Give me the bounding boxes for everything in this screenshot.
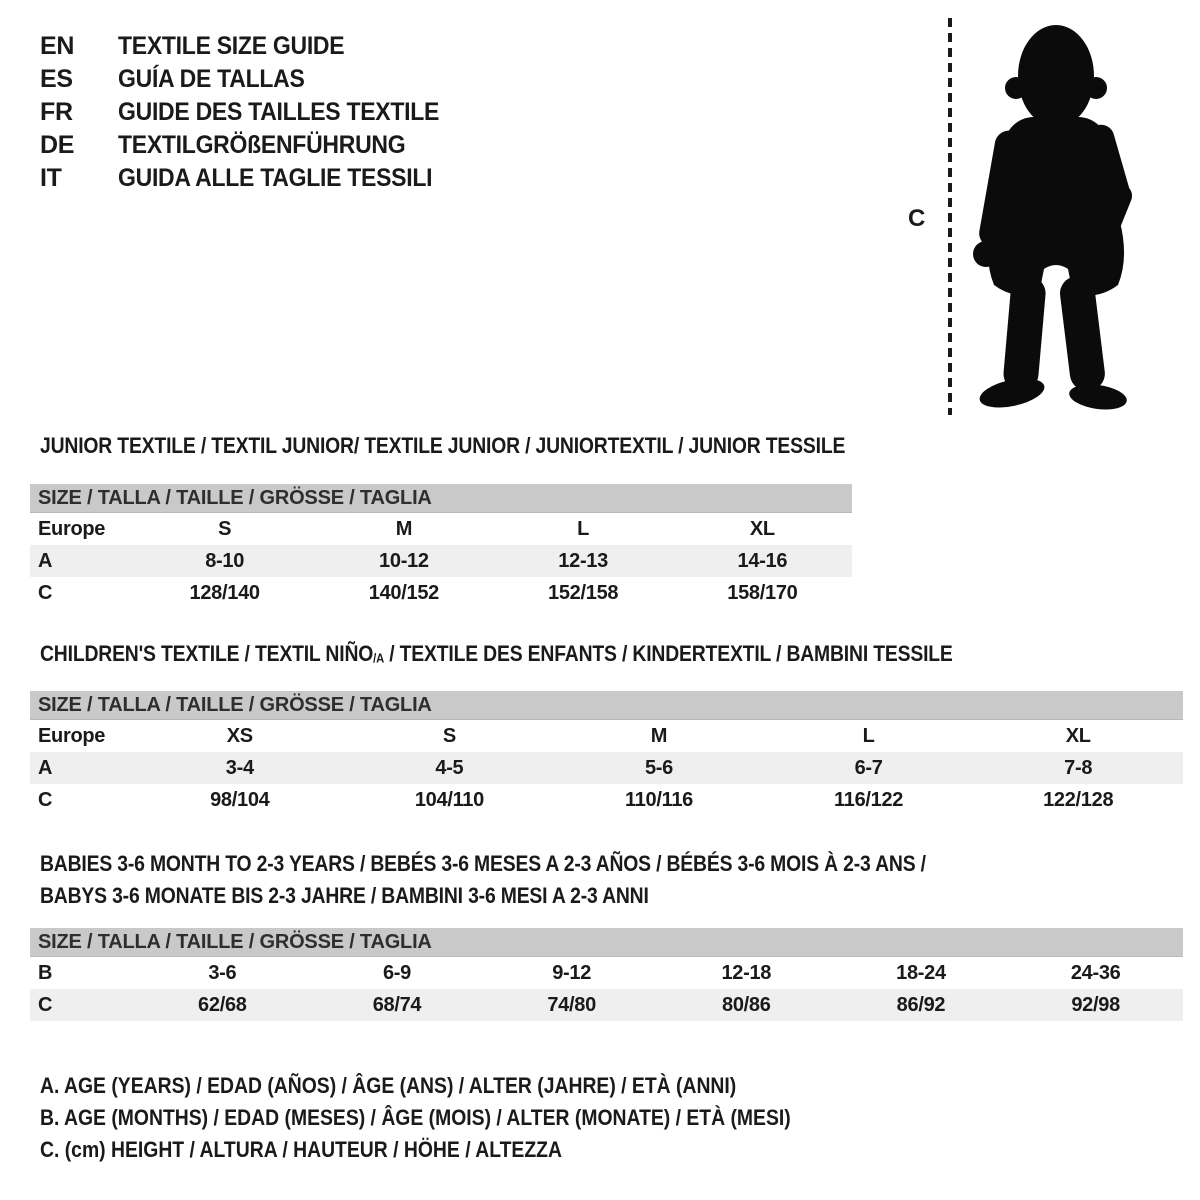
age-cell: 6-7	[854, 756, 883, 779]
legend-line-b: B. AGE (MONTHS) / EDAD (MESES) / ÂGE (MO…	[40, 1105, 791, 1130]
guide-title-es: GUÍA DE TALLAS	[118, 65, 305, 93]
junior-heading: JUNIOR TEXTILE / TEXTIL JUNIOR/ TEXTILE …	[40, 433, 846, 458]
age-cell: 3-4	[225, 756, 254, 779]
guide-title-de: TEXTILGRÖßENFÜHRUNG	[118, 131, 406, 159]
height-cell: 68/74	[372, 993, 422, 1016]
size-cell: S	[442, 724, 456, 747]
language-list: EN TEXTILE SIZE GUIDE ES GUÍA DE TALLAS …	[40, 30, 467, 195]
size-cell: XS	[226, 724, 253, 747]
age-cell: 8-10	[205, 549, 245, 572]
table-row-height: C 98/104 104/110 110/116 116/122 122/128	[30, 784, 1183, 816]
language-row-en: EN TEXTILE SIZE GUIDE	[40, 30, 467, 63]
children-table: SIZE / TALLA / TAILLE / GRÖSSE / TAGLIA …	[30, 691, 1183, 816]
size-cell: M	[395, 517, 413, 540]
junior-size-table: Europe S M L XL A 8-10 10-12 12-13 14-16…	[30, 513, 852, 609]
language-code: DE	[40, 131, 75, 159]
children-heading-part1: CHILDREN'S TEXTILE / TEXTIL NIÑO	[40, 641, 374, 666]
height-cell: 158/170	[727, 581, 798, 604]
age-cell: 4-5	[435, 756, 464, 779]
height-cell: 122/128	[1043, 788, 1114, 811]
height-cell: 62/68	[198, 993, 247, 1016]
row-label-cell: Europe	[38, 517, 106, 540]
babies-heading-line2: BABYS 3-6 MONATE BIS 2-3 JAHRE / BAMBINI…	[40, 883, 649, 908]
age-cell: 7-8	[1064, 756, 1093, 779]
row-label-cell: C	[38, 581, 53, 604]
age-cell: 5-6	[644, 756, 673, 779]
height-cell: 92/98	[1071, 993, 1120, 1016]
language-code: FR	[40, 98, 73, 126]
height-cell: 152/158	[548, 581, 619, 604]
months-cell: 6-9	[382, 961, 411, 984]
size-header-bar: SIZE / TALLA / TAILLE / GRÖSSE / TAGLIA	[30, 691, 1183, 720]
guide-title-en: TEXTILE SIZE GUIDE	[118, 32, 345, 60]
size-cell: L	[577, 517, 590, 540]
legend-line-c: C. (cm) HEIGHT / ALTURA / HAUTEUR / HÖHE…	[40, 1137, 562, 1162]
row-label-cell: B	[38, 961, 53, 984]
table-row-height: C 128/140 140/152 152/158 158/170	[30, 577, 852, 609]
age-cell: 10-12	[379, 549, 429, 572]
table-row-europe: Europe S M L XL	[30, 513, 852, 545]
language-row-fr: FR GUIDE DES TAILLES TEXTILE	[40, 96, 467, 129]
language-row-es: ES GUÍA DE TALLAS	[40, 63, 467, 96]
height-cell: 140/152	[368, 581, 440, 604]
row-label-cell: C	[38, 788, 53, 811]
table-row-height: C 62/68 68/74 74/80 80/86 86/92 92/98	[30, 989, 1183, 1021]
size-cell: S	[218, 517, 232, 540]
size-header-label: SIZE / TALLA / TAILLE / GRÖSSE / TAGLIA	[38, 693, 432, 716]
babies-heading: BABIES 3-6 MONTH TO 2-3 YEARS / BEBÉS 3-…	[40, 848, 1047, 912]
height-cell: 116/122	[834, 788, 904, 811]
babies-table: SIZE / TALLA / TAILLE / GRÖSSE / TAGLIA …	[30, 928, 1183, 1021]
language-code: EN	[40, 32, 75, 60]
children-heading-subscript: /A	[373, 650, 385, 666]
height-measure-label: C	[908, 205, 926, 232]
months-cell: 12-18	[721, 961, 772, 984]
size-cell: XL	[749, 517, 775, 540]
height-cell: 110/116	[624, 788, 693, 811]
row-label-cell: C	[38, 993, 53, 1016]
age-cell: 14-16	[737, 549, 788, 572]
table-row-age: A 3-4 4-5 5-6 6-7 7-8	[30, 752, 1183, 784]
size-header-bar: SIZE / TALLA / TAILLE / GRÖSSE / TAGLIA	[30, 484, 852, 513]
height-cell: 74/80	[547, 993, 596, 1016]
height-cell: 104/110	[414, 788, 484, 811]
size-header-bar: SIZE / TALLA / TAILLE / GRÖSSE / TAGLIA	[30, 928, 1183, 957]
language-code: ES	[40, 65, 73, 93]
table-row-europe: Europe XS S M L XL	[30, 720, 1183, 752]
size-cell: M	[650, 724, 668, 747]
babies-size-table: B 3-6 6-9 9-12 12-18 18-24 24-36 C 62/68…	[30, 957, 1183, 1021]
months-cell: 24-36	[1070, 961, 1121, 984]
size-header-label: SIZE / TALLA / TAILLE / GRÖSSE / TAGLIA	[38, 930, 432, 953]
language-row-it: IT GUIDA ALLE TAGLIE TESSILI	[40, 162, 467, 195]
children-heading-part2: / TEXTILE DES ENFANTS / KINDERTEXTIL / B…	[384, 641, 953, 666]
months-cell: 3-6	[208, 961, 237, 984]
row-label-cell: A	[38, 756, 53, 779]
height-cell: 98/104	[210, 788, 270, 811]
size-cell: XL	[1065, 724, 1091, 747]
months-cell: 9-12	[552, 961, 592, 984]
height-cell: 128/140	[189, 581, 261, 604]
junior-table: SIZE / TALLA / TAILLE / GRÖSSE / TAGLIA …	[30, 484, 852, 609]
row-label-cell: Europe	[38, 724, 106, 747]
legend: A. AGE (YEARS) / EDAD (AÑOS) / ÂGE (ANS)…	[40, 1070, 893, 1166]
size-cell: L	[862, 724, 875, 747]
table-row-age: A 8-10 10-12 12-13 14-16	[30, 545, 852, 577]
children-heading: CHILDREN'S TEXTILE / TEXTIL NIÑO/A / TEX…	[40, 641, 1077, 667]
months-cell: 18-24	[896, 961, 946, 984]
toddler-silhouette-icon	[973, 25, 1133, 410]
legend-line-a: A. AGE (YEARS) / EDAD (AÑOS) / ÂGE (ANS)…	[40, 1073, 737, 1098]
babies-heading-line1: BABIES 3-6 MONTH TO 2-3 YEARS / BEBÉS 3-…	[40, 851, 926, 876]
row-label-cell: A	[38, 549, 53, 572]
children-size-table: Europe XS S M L XL A 3-4 4-5 5-6 6-7 7-8…	[30, 720, 1183, 816]
language-code: IT	[40, 164, 62, 192]
language-row-de: DE TEXTILGRÖßENFÜHRUNG	[40, 129, 467, 162]
height-cell: 86/92	[896, 993, 946, 1016]
height-cell: 80/86	[722, 993, 771, 1016]
size-header-label: SIZE / TALLA / TAILLE / GRÖSSE / TAGLIA	[38, 486, 432, 509]
table-row-months: B 3-6 6-9 9-12 12-18 18-24 24-36	[30, 957, 1183, 989]
guide-title-fr: GUIDE DES TAILLES TEXTILE	[118, 98, 440, 126]
guide-title-it: GUIDA ALLE TAGLIE TESSILI	[118, 164, 433, 192]
height-dashed-line	[948, 18, 952, 415]
age-cell: 12-13	[558, 549, 608, 572]
